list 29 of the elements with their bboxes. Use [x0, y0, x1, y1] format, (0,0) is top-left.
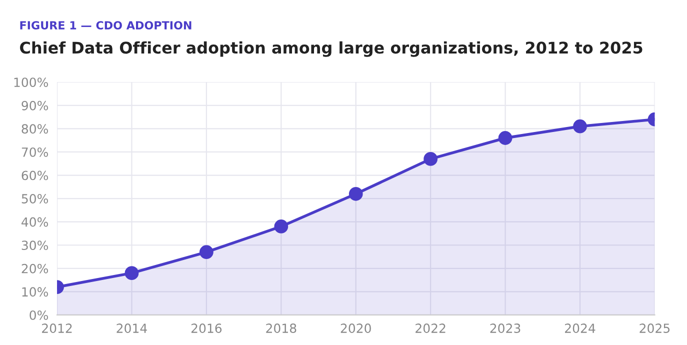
- point: [274, 220, 288, 234]
- x-tick-label: 2025: [640, 324, 670, 333]
- point: [573, 119, 587, 134]
- y-tick-label: 70%: [22, 147, 48, 157]
- point: [424, 152, 438, 166]
- chart-subtitle: FIGURE 1 — CDO ADOPTION: [20, 21, 192, 30]
- y-tick-label: 60%: [22, 170, 48, 180]
- x-tick-label: 2018: [266, 324, 296, 333]
- y-tick-label: 40%: [22, 217, 48, 227]
- x-tick-label: 2012: [42, 324, 72, 333]
- x-tick-label: 2016: [191, 324, 222, 333]
- y-tick-label: 80%: [22, 124, 48, 134]
- point: [348, 186, 363, 201]
- y-tick-label: 10%: [22, 287, 48, 297]
- chart-title: Chief Data Officer adoption among large organizations, 2012 to 2025: [20, 41, 642, 57]
- x-tick-label: 2020: [340, 324, 371, 333]
- x-tick-label: 2024: [565, 324, 596, 333]
- point: [200, 245, 214, 260]
- y-tick-label: 100%: [14, 78, 48, 88]
- y-tick-label: 0%: [30, 310, 48, 320]
- y-tick-label: 30%: [22, 240, 48, 250]
- x-tick-label: 2014: [116, 324, 147, 333]
- y-tick-label: 90%: [22, 100, 48, 110]
- y-tick-label: 50%: [22, 194, 48, 204]
- x-tick-label: 2022: [416, 324, 446, 333]
- point: [498, 131, 512, 145]
- point: [124, 266, 139, 280]
- x-tick-label: 2023: [490, 324, 520, 333]
- y-tick-label: 20%: [22, 264, 48, 274]
